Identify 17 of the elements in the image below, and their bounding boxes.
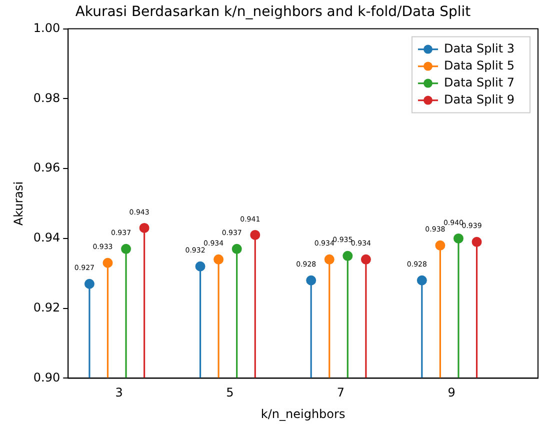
y-tick-label: 0.98 — [33, 90, 60, 105]
x-tick-label: 3 — [115, 386, 123, 400]
legend-label: Data Split 3 — [444, 41, 515, 56]
y-tick-label: 0.90 — [33, 370, 60, 384]
y-tick-label: 1.00 — [33, 20, 60, 35]
legend-label: Data Split 5 — [444, 58, 515, 72]
legend-label: Data Split 7 — [444, 75, 515, 90]
x-tick-label: 5 — [226, 386, 234, 400]
y-tick-label: 0.96 — [33, 160, 60, 175]
chart-title: Akurasi Berdasarkan k/n_neighbors and k-fold/Data Split — [75, 4, 472, 20]
x-tick-label: 7 — [336, 386, 345, 400]
x-tick-label: 9 — [448, 386, 456, 400]
y-tick-label: 0.92 — [33, 300, 60, 314]
y-tick-label: 0.94 — [33, 230, 60, 245]
y-axis-title: Akurasi — [11, 181, 26, 226]
legend-label: Data Split 9 — [444, 92, 515, 106]
x-axis-title: k/n_neighbors — [260, 406, 346, 421]
